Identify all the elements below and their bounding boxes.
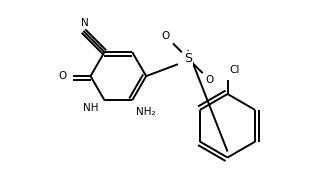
Text: NH: NH xyxy=(83,103,98,113)
Text: O: O xyxy=(162,31,170,41)
Text: O: O xyxy=(206,75,214,85)
Text: S: S xyxy=(184,52,192,65)
Text: N: N xyxy=(81,18,88,28)
Text: O: O xyxy=(59,71,67,81)
Text: Cl: Cl xyxy=(230,65,240,75)
Text: NH₂: NH₂ xyxy=(136,107,156,117)
